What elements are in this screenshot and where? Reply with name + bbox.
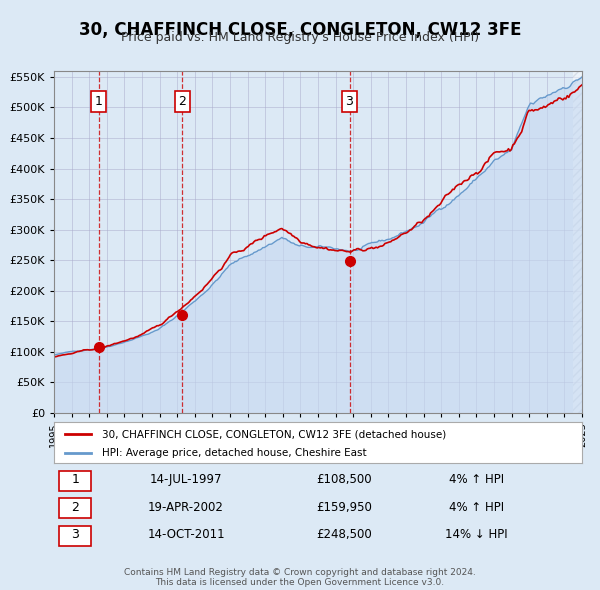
Text: £159,950: £159,950 (316, 501, 373, 514)
Text: 2: 2 (71, 501, 79, 514)
Text: £108,500: £108,500 (317, 473, 372, 486)
FancyBboxPatch shape (59, 471, 91, 491)
Text: 14% ↓ HPI: 14% ↓ HPI (445, 528, 508, 541)
Text: 14-JUL-1997: 14-JUL-1997 (150, 473, 222, 486)
Text: Contains HM Land Registry data © Crown copyright and database right 2024.
This d: Contains HM Land Registry data © Crown c… (124, 568, 476, 587)
Text: £248,500: £248,500 (317, 528, 372, 541)
Text: 19-APR-2002: 19-APR-2002 (148, 501, 224, 514)
Text: 1: 1 (95, 95, 103, 108)
Text: 3: 3 (346, 95, 353, 108)
Text: 4% ↑ HPI: 4% ↑ HPI (449, 473, 504, 486)
Text: 30, CHAFFINCH CLOSE, CONGLETON, CW12 3FE: 30, CHAFFINCH CLOSE, CONGLETON, CW12 3FE (79, 21, 521, 39)
Text: Price paid vs. HM Land Registry's House Price Index (HPI): Price paid vs. HM Land Registry's House … (121, 31, 479, 44)
Text: 4% ↑ HPI: 4% ↑ HPI (449, 501, 504, 514)
Text: 2: 2 (178, 95, 186, 108)
Text: 14-OCT-2011: 14-OCT-2011 (147, 528, 225, 541)
Text: HPI: Average price, detached house, Cheshire East: HPI: Average price, detached house, Ches… (101, 448, 366, 458)
Text: 3: 3 (71, 528, 79, 541)
Text: 1: 1 (71, 473, 79, 486)
Text: 30, CHAFFINCH CLOSE, CONGLETON, CW12 3FE (detached house): 30, CHAFFINCH CLOSE, CONGLETON, CW12 3FE… (101, 430, 446, 439)
FancyBboxPatch shape (59, 498, 91, 518)
FancyBboxPatch shape (59, 526, 91, 546)
